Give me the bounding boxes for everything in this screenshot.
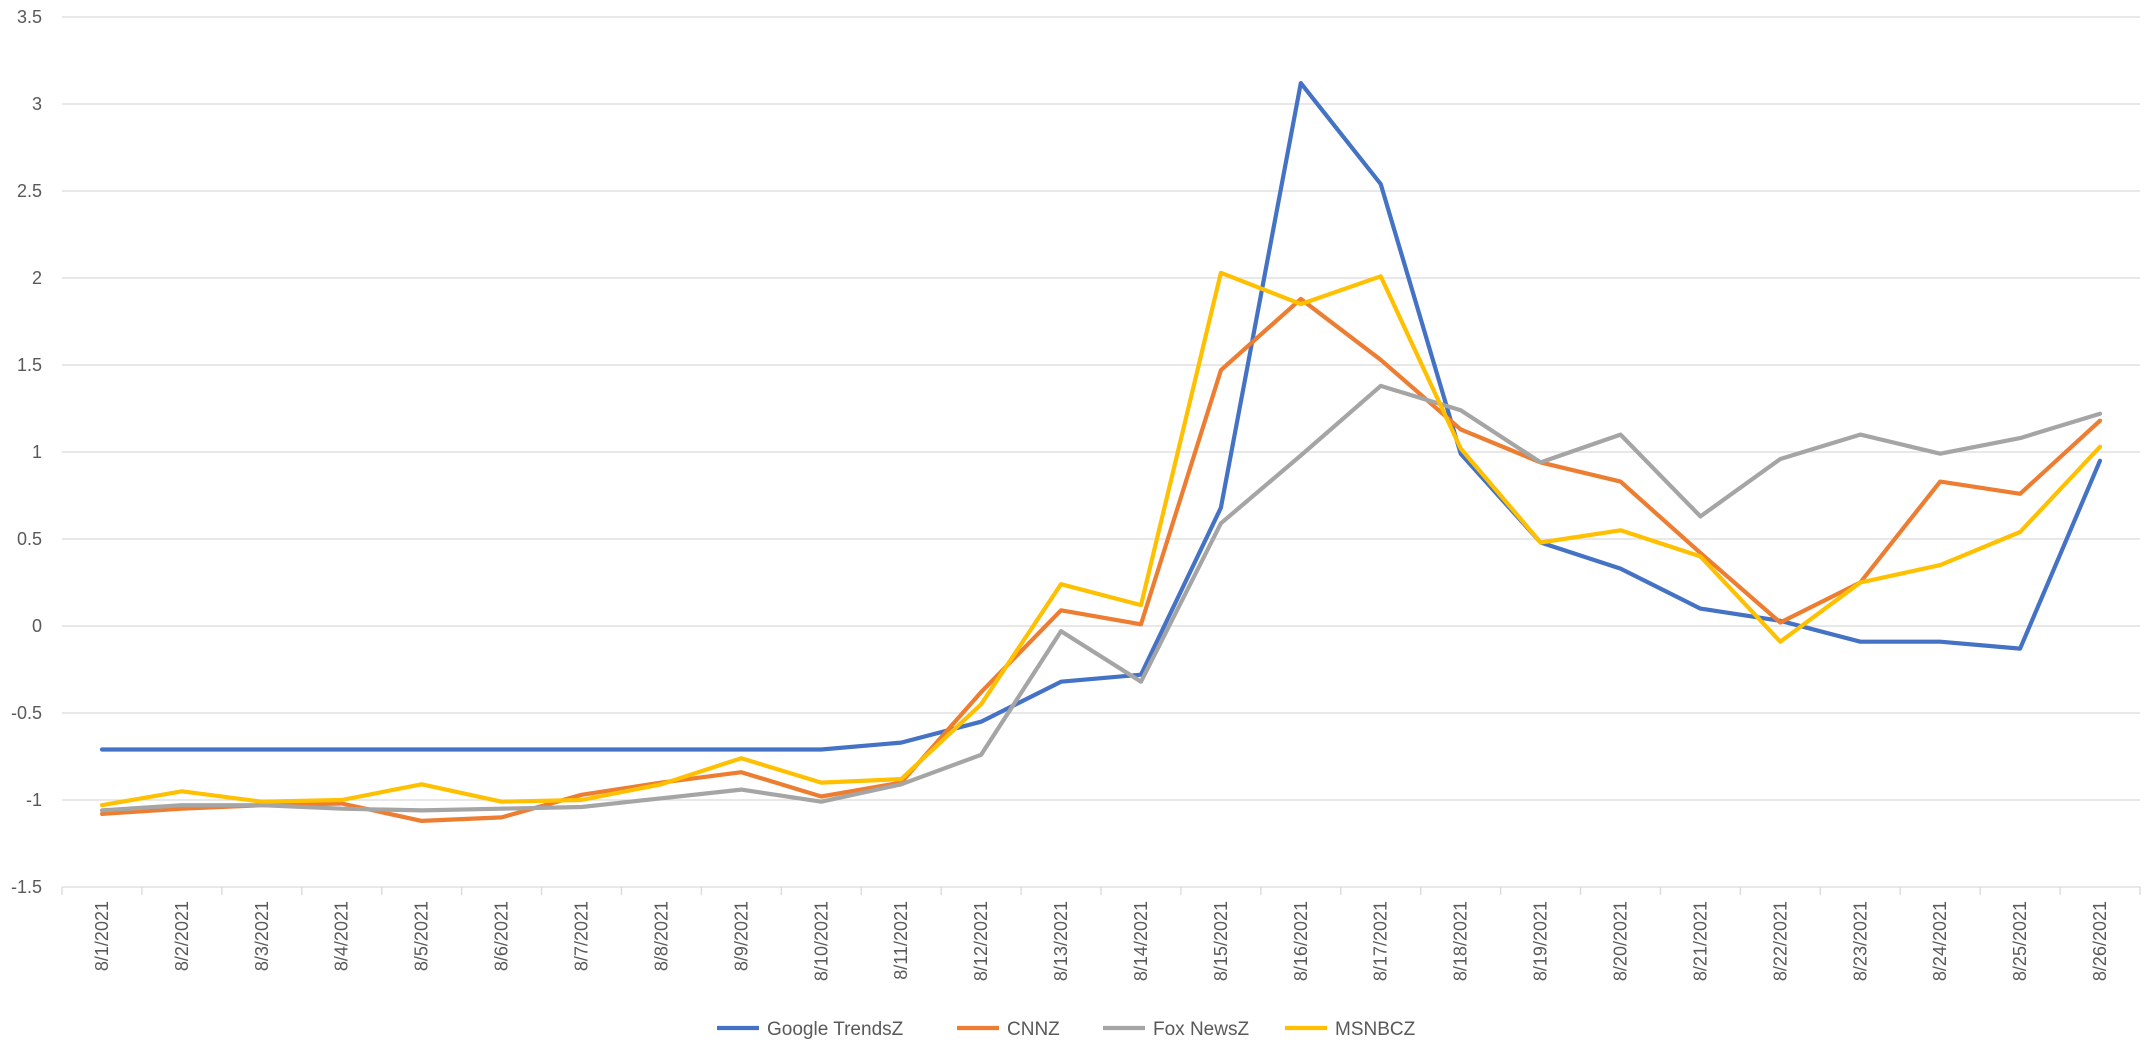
x-tick-label: 8/10/2021: [811, 901, 831, 981]
y-tick-label: -0.5: [11, 703, 42, 723]
y-tick-label: -1: [26, 790, 42, 810]
legend-entry: Google TrendsZ: [717, 1019, 904, 1040]
x-tick-label: 8/9/2021: [731, 901, 751, 971]
x-tick-label: 8/25/2021: [2010, 901, 2030, 981]
x-tick-label: 8/8/2021: [651, 901, 671, 971]
x-tick-label: 8/4/2021: [332, 901, 352, 971]
y-tick-label: 3.5: [17, 7, 42, 27]
legend-label: Fox NewsZ: [1153, 1019, 1249, 1040]
legend-label: MSNBCZ: [1335, 1019, 1416, 1040]
x-tick-label: 8/18/2021: [1451, 901, 1471, 981]
y-tick-label: 1: [32, 442, 42, 462]
y-tick-label: 2: [32, 268, 42, 288]
x-tick-label: 8/12/2021: [971, 901, 991, 981]
y-tick-label: -1.5: [11, 877, 42, 897]
x-tick-label: 8/2/2021: [172, 901, 192, 971]
legend-entry: CNNZ: [957, 1019, 1060, 1040]
x-tick-label: 8/15/2021: [1211, 901, 1231, 981]
x-tick-label: 8/22/2021: [1770, 901, 1790, 981]
series-line-google-trendsz: [99, 80, 2103, 752]
x-tick-label: 8/1/2021: [92, 901, 112, 971]
series-line-cnnz: [99, 296, 2103, 824]
x-tick-label: 8/19/2021: [1531, 901, 1551, 981]
x-tick-label: 8/7/2021: [572, 901, 592, 971]
y-tick-label: 2.5: [17, 181, 42, 201]
series-line-msnbcz: [99, 270, 2103, 808]
series-line-fox-newsz: [99, 383, 2103, 813]
legend-label: CNNZ: [1007, 1019, 1060, 1040]
x-tick-label: 8/17/2021: [1371, 901, 1391, 981]
legend-entry: MSNBCZ: [1285, 1019, 1416, 1040]
y-axis-tick-labels: -1.5 -1 -0.5 0 0.5 1 1.5 2 2.5 3 3.5: [11, 7, 42, 897]
x-axis-tick-labels: 8/1/2021 8/2/2021 8/3/2021 8/4/2021 8/5/2021…: [92, 901, 2110, 981]
x-tick-label: 8/21/2021: [1690, 901, 1710, 981]
x-tick-label: 8/23/2021: [1850, 901, 1870, 981]
x-tick-label: 8/3/2021: [252, 901, 272, 971]
x-tick-label: 8/26/2021: [2090, 901, 2110, 981]
x-tick-label: 8/13/2021: [1051, 901, 1071, 981]
legend-entry: Fox NewsZ: [1103, 1019, 1249, 1040]
x-tick-label: 8/16/2021: [1291, 901, 1311, 981]
y-tick-label: 3: [32, 94, 42, 114]
legend: Google TrendsZ CNNZ Fox NewsZ MSNBCZ: [717, 1019, 1416, 1040]
y-tick-label: 0: [32, 616, 42, 636]
x-tick-label: 8/11/2021: [891, 901, 911, 980]
y-tick-label: 1.5: [17, 355, 42, 375]
x-tick-label: 8/6/2021: [492, 901, 512, 971]
x-tick-label: 8/14/2021: [1131, 901, 1151, 981]
series-lines: [99, 80, 2103, 824]
x-tick-label: 8/24/2021: [1930, 901, 1950, 981]
legend-label: Google TrendsZ: [767, 1019, 904, 1040]
y-tick-label: 0.5: [17, 529, 42, 549]
gridlines: [61, 16, 2141, 895]
x-tick-label: 8/20/2021: [1611, 901, 1631, 981]
x-tick-label: 8/5/2021: [412, 901, 432, 971]
